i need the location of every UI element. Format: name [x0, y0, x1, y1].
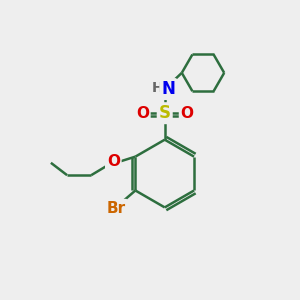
Text: O: O	[107, 154, 120, 169]
Text: Br: Br	[107, 201, 126, 216]
Text: N: N	[161, 80, 175, 98]
Text: O: O	[181, 106, 194, 121]
Text: S: S	[159, 104, 171, 122]
Text: O: O	[136, 106, 149, 121]
Text: H: H	[152, 81, 163, 94]
